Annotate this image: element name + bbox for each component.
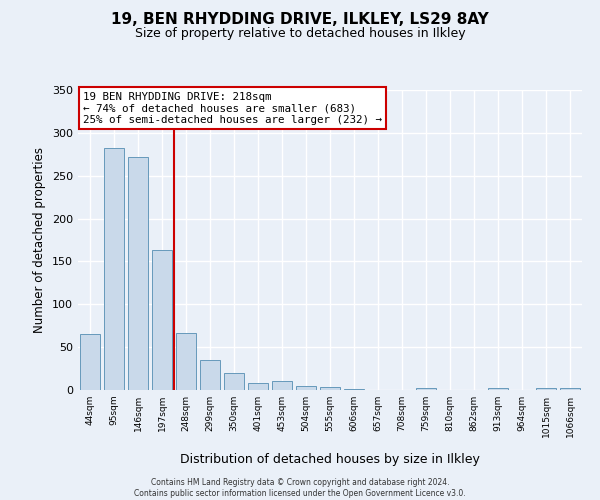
- Bar: [488, 388, 508, 390]
- Bar: [560, 388, 580, 390]
- Text: Size of property relative to detached houses in Ilkley: Size of property relative to detached ho…: [134, 28, 466, 40]
- Bar: [176, 332, 196, 390]
- Bar: [200, 360, 220, 390]
- Bar: [344, 389, 364, 390]
- Bar: [536, 388, 556, 390]
- Bar: [224, 373, 244, 390]
- Bar: [248, 383, 268, 390]
- Bar: [128, 157, 148, 390]
- Text: 19, BEN RHYDDING DRIVE, ILKLEY, LS29 8AY: 19, BEN RHYDDING DRIVE, ILKLEY, LS29 8AY: [111, 12, 489, 28]
- Text: Distribution of detached houses by size in Ilkley: Distribution of detached houses by size …: [180, 452, 480, 466]
- Bar: [320, 388, 340, 390]
- Y-axis label: Number of detached properties: Number of detached properties: [34, 147, 46, 333]
- Bar: [104, 148, 124, 390]
- Bar: [152, 250, 172, 390]
- Text: 19 BEN RHYDDING DRIVE: 218sqm
← 74% of detached houses are smaller (683)
25% of : 19 BEN RHYDDING DRIVE: 218sqm ← 74% of d…: [83, 92, 382, 124]
- Bar: [80, 334, 100, 390]
- Text: Contains HM Land Registry data © Crown copyright and database right 2024.
Contai: Contains HM Land Registry data © Crown c…: [134, 478, 466, 498]
- Bar: [416, 388, 436, 390]
- Bar: [296, 386, 316, 390]
- Bar: [272, 382, 292, 390]
